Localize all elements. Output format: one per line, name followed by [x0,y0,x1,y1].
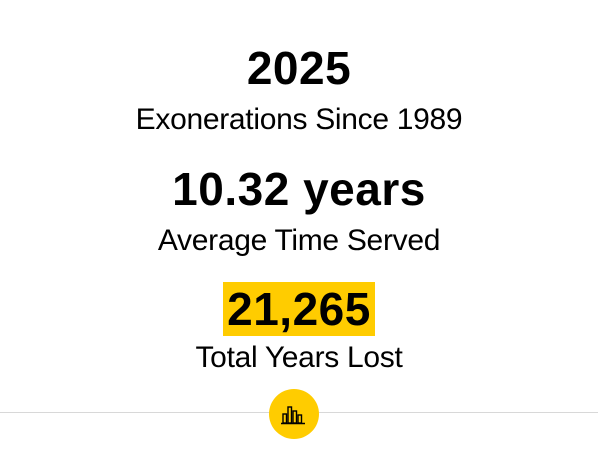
exonerations-count: 2025 [0,43,598,93]
average-time-served-value: 10.32 years [172,163,426,215]
total-years-lost-label: Total Years Lost [195,341,403,374]
total-years-lost-value: 21,265 [223,282,375,336]
chart-toggle-button[interactable] [269,389,319,439]
exonerations-count-value: 2025 [246,42,352,94]
average-time-served-label: Average Time Served [157,224,441,257]
exonerations-count-label: Exonerations Since 1989 [135,103,463,136]
total-years-lost: 21,265 [0,282,598,336]
bar-chart-icon [281,406,305,425]
average-time-served: 10.32 years [0,164,598,214]
